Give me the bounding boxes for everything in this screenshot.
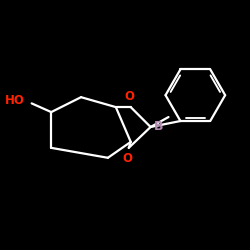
Text: B: B [154,120,163,134]
Text: HO: HO [4,94,24,107]
Text: O: O [125,90,135,103]
Text: O: O [123,152,133,165]
